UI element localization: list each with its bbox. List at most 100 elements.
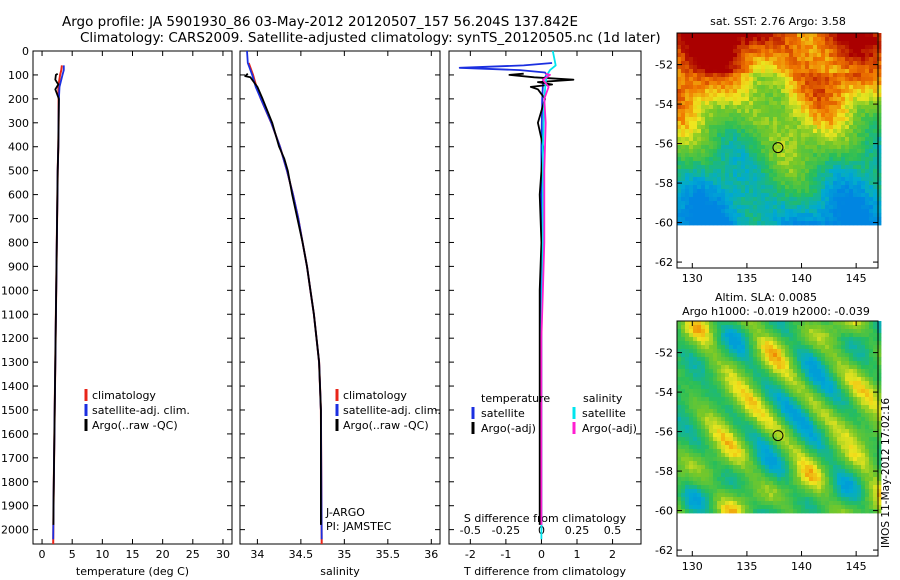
map-cell bbox=[753, 33, 758, 38]
map-cell bbox=[821, 361, 826, 366]
map-cell bbox=[733, 381, 738, 386]
map-cell bbox=[769, 81, 774, 86]
map-cell bbox=[681, 329, 686, 334]
map-cell bbox=[745, 337, 750, 342]
map-cell bbox=[761, 461, 766, 466]
map-cell bbox=[681, 41, 686, 46]
map-cell bbox=[685, 181, 690, 186]
map-cell bbox=[829, 37, 834, 42]
map-cell bbox=[689, 433, 694, 438]
map-cell bbox=[713, 441, 718, 446]
map-cell bbox=[781, 441, 786, 446]
map-cell bbox=[757, 481, 762, 486]
map-cell bbox=[773, 413, 778, 418]
map-cell bbox=[733, 361, 738, 366]
map-cell bbox=[705, 185, 710, 190]
map-cell bbox=[753, 341, 758, 346]
map-cell bbox=[873, 329, 878, 334]
map-cell bbox=[853, 169, 858, 174]
map-cell bbox=[705, 417, 710, 422]
map-cell bbox=[777, 201, 782, 206]
map-cell bbox=[693, 49, 698, 54]
map-cell bbox=[837, 201, 842, 206]
map-cell bbox=[737, 469, 742, 474]
map-cell bbox=[805, 381, 810, 386]
map-cell bbox=[805, 453, 810, 458]
map-cell bbox=[685, 77, 690, 82]
map-cell bbox=[833, 129, 838, 134]
map-cell bbox=[745, 189, 750, 194]
map-cell bbox=[713, 357, 718, 362]
legend-label: satellite bbox=[481, 407, 525, 420]
map-cell bbox=[829, 473, 834, 478]
map-cell bbox=[741, 361, 746, 366]
map-field bbox=[677, 33, 882, 226]
map-cell bbox=[769, 365, 774, 370]
map-cell bbox=[849, 469, 854, 474]
map-cell bbox=[781, 449, 786, 454]
map-cell bbox=[789, 113, 794, 118]
map-cell bbox=[713, 181, 718, 186]
map-cell bbox=[821, 453, 826, 458]
map-cell bbox=[677, 53, 682, 58]
map-cell bbox=[729, 137, 734, 142]
map-cell bbox=[861, 89, 866, 94]
map-cell bbox=[861, 121, 866, 126]
map-cell bbox=[857, 49, 862, 54]
map-cell bbox=[845, 105, 850, 110]
map-cell bbox=[753, 129, 758, 134]
map-cell bbox=[861, 93, 866, 98]
map-cell bbox=[717, 341, 722, 346]
map-cell bbox=[681, 365, 686, 370]
map-cell bbox=[765, 485, 770, 490]
map-cell bbox=[785, 57, 790, 62]
map-cell bbox=[849, 45, 854, 50]
map-cell bbox=[697, 449, 702, 454]
map-cell bbox=[761, 193, 766, 198]
map-cell bbox=[745, 105, 750, 110]
map-cell bbox=[857, 121, 862, 126]
map-cell bbox=[817, 425, 822, 430]
map-cell bbox=[749, 53, 754, 58]
map-cell bbox=[865, 485, 870, 490]
map-cell bbox=[865, 125, 870, 130]
map-cell bbox=[701, 197, 706, 202]
map-cell bbox=[765, 457, 770, 462]
map-cell bbox=[785, 125, 790, 130]
map-x-tick-label: 140 bbox=[791, 272, 812, 285]
map-cell bbox=[729, 453, 734, 458]
map-cell bbox=[769, 449, 774, 454]
map-cell bbox=[821, 85, 826, 90]
map-cell bbox=[865, 329, 870, 334]
map-cell bbox=[677, 481, 682, 486]
map-cell bbox=[801, 441, 806, 446]
map-cell bbox=[741, 489, 746, 494]
map-cell bbox=[837, 153, 842, 158]
map-cell bbox=[857, 201, 862, 206]
map-cell bbox=[717, 325, 722, 330]
map-cell bbox=[685, 465, 690, 470]
map-cell bbox=[861, 433, 866, 438]
map-cell bbox=[777, 401, 782, 406]
map-cell bbox=[713, 217, 718, 222]
map-cell bbox=[733, 133, 738, 138]
map-cell bbox=[705, 389, 710, 394]
map-cell bbox=[681, 497, 686, 502]
map-cell bbox=[753, 481, 758, 486]
map-cell bbox=[801, 449, 806, 454]
map-cell bbox=[829, 213, 834, 218]
map-cell bbox=[805, 189, 810, 194]
map-cell bbox=[697, 333, 702, 338]
map-cell bbox=[845, 177, 850, 182]
map-cell bbox=[793, 221, 798, 226]
map-cell bbox=[761, 33, 766, 38]
map-cell bbox=[741, 425, 746, 430]
map-cell bbox=[805, 157, 810, 162]
map-cell bbox=[761, 397, 766, 402]
map-cell bbox=[697, 413, 702, 418]
map-cell bbox=[729, 341, 734, 346]
map-cell bbox=[765, 81, 770, 86]
map-cell bbox=[769, 201, 774, 206]
map-cell bbox=[717, 417, 722, 422]
map-cell bbox=[701, 477, 706, 482]
